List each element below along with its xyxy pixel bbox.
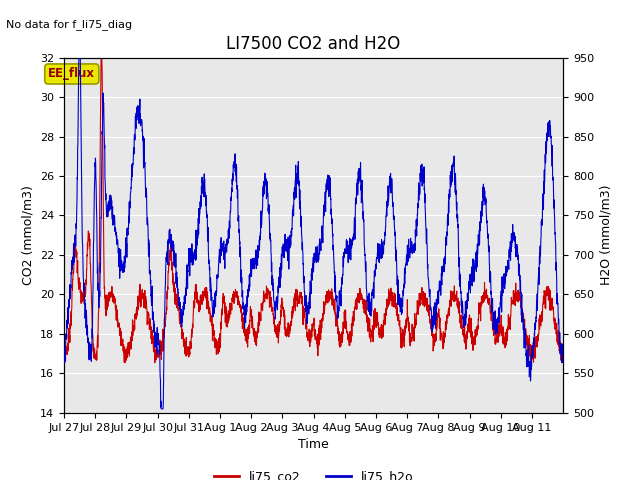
Text: EE_flux: EE_flux [48, 68, 95, 81]
Y-axis label: H2O (mmol/m3): H2O (mmol/m3) [600, 185, 612, 286]
X-axis label: Time: Time [298, 438, 329, 451]
Legend: li75_co2, li75_h2o: li75_co2, li75_h2o [209, 465, 419, 480]
Title: LI7500 CO2 and H2O: LI7500 CO2 and H2O [227, 35, 401, 53]
Text: No data for f_li75_diag: No data for f_li75_diag [6, 19, 132, 30]
Y-axis label: CO2 (mmol/m3): CO2 (mmol/m3) [22, 185, 35, 285]
